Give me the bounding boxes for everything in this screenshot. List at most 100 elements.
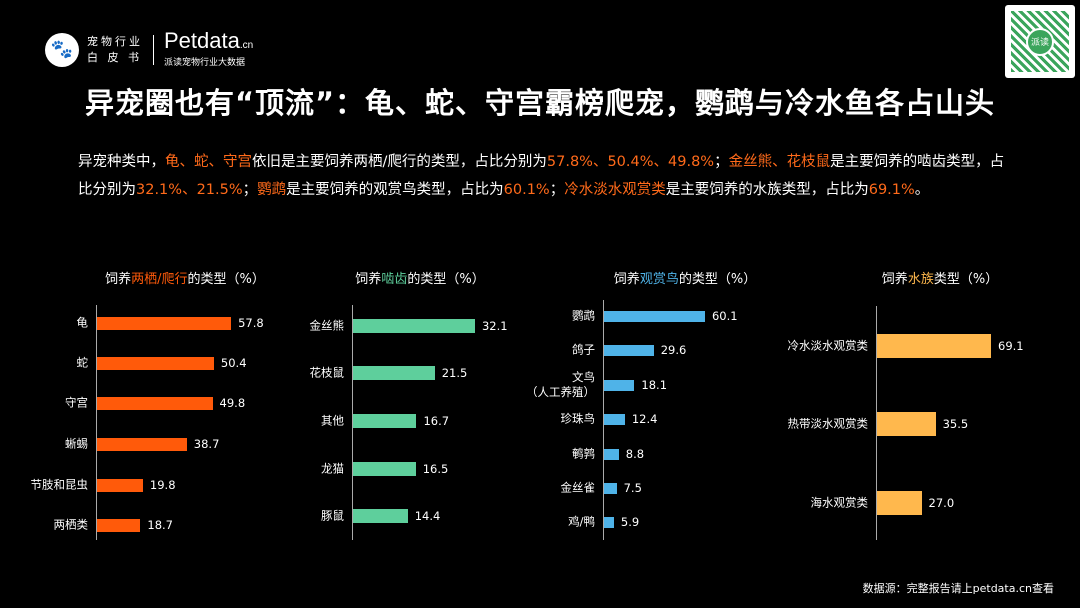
category-label: 龙猫: [321, 461, 344, 476]
category-label: 节肢和昆虫: [30, 477, 89, 492]
value-label: 7.5: [623, 481, 642, 495]
category-label: 其他: [321, 413, 344, 428]
category-label: 珍珠鸟: [560, 411, 596, 426]
value-label: 21.5: [441, 366, 468, 380]
bar: [604, 379, 635, 391]
chart-title-part: 的类型（%）: [407, 272, 485, 287]
value-label: 27.0: [928, 496, 955, 510]
bar: [97, 518, 141, 532]
bar: [97, 396, 213, 410]
value-label: 8.8: [625, 447, 645, 461]
bar: [97, 356, 214, 370]
category-label: 蜥蜴: [65, 436, 88, 451]
highlight-text: 金丝熊、花枝鼠: [728, 154, 831, 170]
page-title: 异宠圈也有“顶流”：龟、蛇、守宫霸榜爬宠，鹦鹉与冷水鱼各占山头: [84, 86, 996, 120]
bar: [353, 462, 416, 476]
value-label: 16.7: [423, 414, 450, 428]
category-label: 龟: [76, 315, 89, 330]
paragraph-text: 是主要饲养的水族类型，占比为: [665, 182, 869, 198]
logo: 🐾 宠物行业 白 皮 书 Petdata.cn 派读宠物行业大数据: [45, 30, 253, 69]
paragraph-text: ；: [549, 182, 565, 198]
bar: [97, 316, 232, 330]
chart-title-part: 观赏鸟: [639, 272, 679, 287]
qr-label: 派读: [1026, 27, 1054, 56]
logo-line1: 宠物行业: [87, 34, 143, 48]
qr-code: 派读: [1005, 5, 1075, 78]
paragraph-text: 。: [914, 182, 930, 198]
value-label: 35.5: [942, 417, 969, 431]
value-label: 5.9: [620, 515, 640, 529]
chart-axis: [352, 305, 353, 540]
highlight-text: 57.8%、50.4%、49.8%: [546, 154, 715, 170]
highlight-text: 69.1%: [868, 182, 915, 198]
category-label: 金丝熊: [309, 318, 345, 333]
category-label: 热带淡水观赏类: [787, 416, 869, 431]
value-label: 57.8: [238, 316, 264, 330]
category-label: 文鸟 （人工养殖）: [526, 370, 595, 399]
chart-title-part: 两栖/爬行: [131, 272, 188, 287]
bar: [97, 437, 187, 451]
bar: [353, 414, 417, 428]
highlight-text: 龟、蛇、守宫: [165, 154, 252, 170]
paragraph-text: ；: [242, 182, 258, 198]
bar: [877, 334, 991, 358]
paragraph-text: 是主要饲养的啮齿类型，占比分别为: [78, 154, 1005, 198]
chart-title-part: 饲养: [355, 272, 382, 287]
category-label: 鹌鹑: [572, 446, 595, 461]
category-label: 鹦鹉: [572, 308, 595, 323]
value-label: 49.8: [219, 396, 246, 410]
logo-divider: [153, 34, 154, 65]
bar: [604, 482, 617, 494]
value-label: 32.1: [481, 319, 508, 333]
chart-title: 饲养啮齿的类型（%）: [355, 268, 484, 287]
category-label: 鸡/鸭: [568, 514, 595, 529]
chart-axis: [96, 305, 97, 540]
bar: [604, 344, 654, 356]
brand: Petdata.cn 派读宠物行业大数据: [164, 30, 253, 69]
brand-suffix: .cn: [239, 40, 254, 51]
category-label: 守宫: [65, 395, 88, 410]
dog-cat-logo-icon: 🐾: [45, 32, 79, 67]
value-label: 12.4: [631, 412, 658, 426]
value-label: 60.1: [711, 309, 738, 323]
paragraph-text: 异宠种类中，: [78, 154, 165, 170]
chart-title: 饲养观赏鸟的类型（%）: [614, 268, 756, 287]
bar: [604, 310, 705, 322]
chart-title: 饲养两栖/爬行的类型（%）: [105, 268, 265, 287]
highlight-text: 60.1%: [503, 182, 550, 198]
value-label: 18.7: [147, 518, 173, 532]
value-label: 18.1: [641, 378, 668, 392]
category-label: 金丝雀: [560, 480, 596, 495]
value-label: 14.4: [414, 509, 441, 523]
category-label: 海水观赏类: [810, 495, 869, 510]
source-note: 数据源：完整报告请上petdata.cn查看: [862, 582, 1054, 595]
chart-title-part: 水族: [907, 272, 934, 287]
value-label: 19.8: [149, 478, 176, 492]
logo-line2: 白 皮 书: [87, 50, 142, 64]
category-label: 冷水淡水观赏类: [787, 338, 869, 353]
value-label: 69.1: [998, 339, 1024, 353]
paragraph-text: ；: [714, 154, 729, 170]
chart-title: 饲养水族类型（%）: [882, 268, 998, 287]
paragraph-text: 是主要饲养的观赏鸟类型，占比为: [286, 182, 504, 198]
bar: [604, 448, 619, 460]
bar: [604, 413, 625, 425]
bar: [97, 478, 143, 492]
chart-title-part: 啮齿: [381, 272, 408, 287]
bar: [353, 319, 475, 333]
category-label: 蛇: [76, 355, 89, 370]
logo-text: 宠物行业 白 皮 书: [87, 34, 143, 66]
paragraph-text: 依旧是主要饲养两栖/爬行的类型，占比分别为: [252, 154, 547, 170]
category-label: 花枝鼠: [309, 365, 345, 380]
category-label: 两栖类: [53, 517, 89, 532]
bar: [604, 516, 614, 528]
value-label: 29.6: [660, 343, 687, 357]
chart-axis: [876, 306, 877, 540]
category-label: 鸽子: [572, 342, 595, 357]
brand-subtitle: 派读宠物行业大数据: [164, 58, 246, 68]
value-label: 50.4: [220, 356, 247, 370]
highlight-text: 32.1%、21.5%: [136, 182, 243, 198]
chart-title-part: 类型（%）: [933, 272, 999, 287]
chart-title-part: 的类型（%）: [187, 272, 265, 287]
bar: [353, 509, 408, 523]
